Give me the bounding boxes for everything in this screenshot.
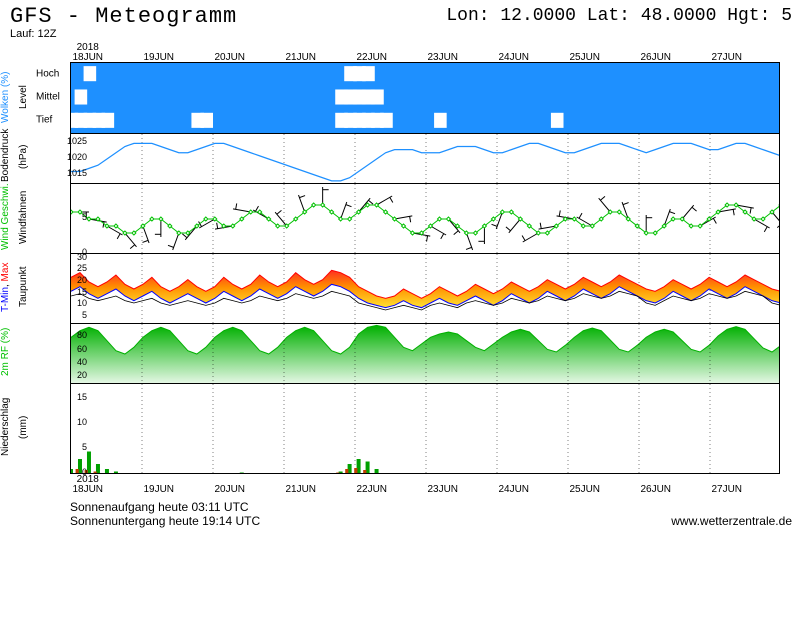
cloud-level-label: Hoch — [36, 68, 59, 79]
footer-credit: www.wetterzentrale.de — [671, 514, 792, 528]
ytick: 60 — [47, 344, 87, 354]
panel-clouds — [71, 63, 779, 133]
panel-rh — [71, 323, 779, 383]
panel-ylabel: (hPa) — [18, 132, 32, 182]
panel-ylabel: Wind Geschwi. — [0, 182, 18, 252]
chart-run: Lauf: 12Z — [10, 28, 56, 40]
ytick: 20 — [47, 275, 87, 285]
ytick: 30 — [47, 252, 87, 262]
ytick: 10 — [47, 417, 87, 427]
ytick: 0 — [47, 467, 87, 477]
ytick: 1015 — [47, 168, 87, 178]
cloud-level-label: Mittel — [36, 92, 60, 103]
ytick: 1025 — [47, 136, 87, 146]
xaxis-bottom: 201818JUN19JUN20JUN21JUN22JUN23JUN24JUN2… — [70, 474, 780, 494]
panel-ylabel: Niederschlag — [0, 382, 18, 472]
panel-ylabel: 2m RF (%) — [0, 322, 18, 382]
ytick: 40 — [47, 357, 87, 367]
cloud-level-label: Tief — [36, 115, 52, 126]
panel-ylabel: (mm) — [18, 382, 32, 472]
ytick: 5 — [47, 212, 87, 222]
ytick: 15 — [47, 287, 87, 297]
panel-temp — [71, 253, 779, 323]
panel-ylabel: Bodendruck — [0, 132, 18, 182]
ytick: 10 — [47, 298, 87, 308]
panel-pressure — [71, 133, 779, 183]
xaxis-top: 201818JUN19JUN20JUN21JUN22JUN23JUN24JUN2… — [70, 42, 780, 62]
chart-title: GFS - Meteogramm — [10, 4, 237, 29]
panel-wind — [71, 183, 779, 253]
panel-ylabel: Windfahnen — [18, 182, 32, 252]
footer-sunrise: Sonnenaufgang heute 03:11 UTC — [70, 500, 249, 514]
ytick: 1020 — [47, 152, 87, 162]
panel-ylabel: Taupunkt — [18, 252, 32, 322]
ytick: 5 — [47, 310, 87, 320]
ytick: 25 — [47, 263, 87, 273]
panel-precip — [71, 383, 779, 473]
ytick: 5 — [47, 442, 87, 452]
chart-location: Lon: 12.0000 Lat: 48.0000 Hgt: 5 — [446, 6, 792, 26]
panel-ylabel: Level — [18, 62, 32, 132]
panel-ylabel: T-Min, Max — [0, 252, 18, 322]
ytick: 15 — [47, 392, 87, 402]
chart-panels — [70, 62, 780, 474]
ytick: 20 — [47, 370, 87, 380]
panel-ylabel: Wolken (%) — [0, 62, 18, 132]
ytick: 80 — [47, 330, 87, 340]
footer-sunset: Sonnenuntergang heute 19:14 UTC — [70, 514, 260, 528]
